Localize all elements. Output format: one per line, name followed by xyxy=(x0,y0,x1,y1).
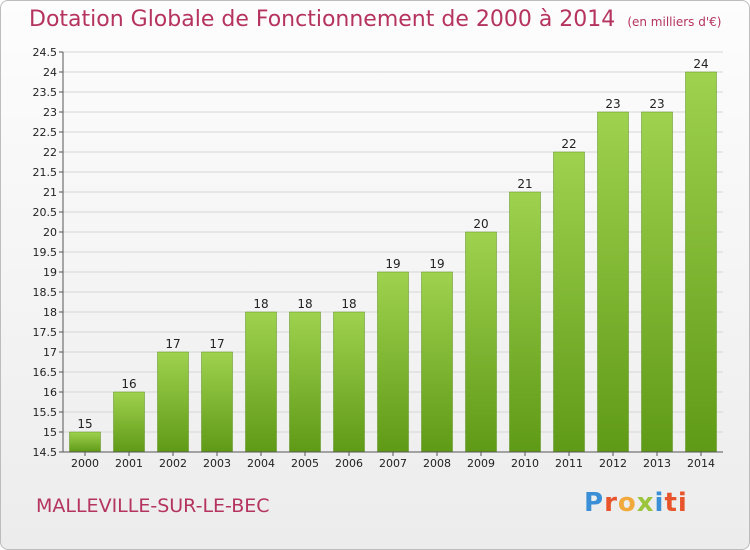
y-tick-label: 18 xyxy=(43,306,57,319)
y-tick-label: 22.5 xyxy=(33,126,58,139)
data-label-2012: 23 xyxy=(605,97,620,111)
x-tick-label-2007: 2007 xyxy=(379,457,407,470)
bar-2011 xyxy=(553,151,585,453)
bar-2007 xyxy=(377,271,409,453)
data-label-2005: 18 xyxy=(297,297,312,311)
y-tick-label: 21.5 xyxy=(33,166,58,179)
data-label-2001: 16 xyxy=(121,377,136,391)
x-tick-label-2002: 2002 xyxy=(159,457,187,470)
data-label-2004: 18 xyxy=(253,297,268,311)
y-tick-label: 22 xyxy=(43,146,57,159)
bar-2000 xyxy=(69,431,101,453)
y-tick-label: 15.5 xyxy=(33,406,58,419)
bar-2004 xyxy=(245,311,277,453)
data-label-2007: 19 xyxy=(385,257,400,271)
x-tick-label-2012: 2012 xyxy=(599,457,627,470)
x-tick-label-2014: 2014 xyxy=(687,457,715,470)
y-tick-label: 24.5 xyxy=(33,46,58,59)
x-tick-label-2010: 2010 xyxy=(511,457,539,470)
chart-unit: (en milliers d'€) xyxy=(627,15,722,29)
data-label-2014: 24 xyxy=(693,57,708,71)
y-tick-label: 17 xyxy=(43,346,57,359)
x-tick-label-2003: 2003 xyxy=(203,457,231,470)
y-tick-label: 16.5 xyxy=(33,366,58,379)
bar-2008 xyxy=(421,271,453,453)
y-tick-label: 20.5 xyxy=(33,206,58,219)
bar-2014 xyxy=(685,71,717,453)
y-tick-label: 18.5 xyxy=(33,286,58,299)
y-tick-label: 17.5 xyxy=(33,326,58,339)
y-tick-label: 23 xyxy=(43,106,57,119)
x-tick-label-2004: 2004 xyxy=(247,457,275,470)
bar-2003 xyxy=(201,351,233,453)
bar-2013 xyxy=(641,111,673,453)
bars: 15 16 17 17 18 18 18 19 19 20 21 22 23 23 24 xyxy=(69,57,717,453)
y-tick-label: 24 xyxy=(43,66,57,79)
x-tick-label-2013: 2013 xyxy=(643,457,671,470)
data-label-2011: 22 xyxy=(561,137,576,151)
chart-title-text: Dotation Globale de Fonctionnement de 20… xyxy=(29,7,616,32)
x-tick-label-2008: 2008 xyxy=(423,457,451,470)
y-tick-label: 23.5 xyxy=(33,86,58,99)
y-tick-label: 21 xyxy=(43,186,57,199)
x-tick-label-2005: 2005 xyxy=(291,457,319,470)
y-tick-label: 14.5 xyxy=(33,446,58,459)
bar-2005 xyxy=(289,311,321,453)
bar-2012 xyxy=(597,111,629,453)
data-label-2000: 15 xyxy=(77,417,92,431)
x-tick-label-2006: 2006 xyxy=(335,457,363,470)
x-tick-label-2009: 2009 xyxy=(467,457,495,470)
bar-2010 xyxy=(509,191,541,453)
y-tick-label: 16 xyxy=(43,386,57,399)
proxiti-logo: Proxiti xyxy=(584,488,688,518)
chart-title: Dotation Globale de Fonctionnement de 20… xyxy=(29,7,721,32)
x-tick-label-2001: 2001 xyxy=(115,457,143,470)
data-label-2008: 19 xyxy=(429,257,444,271)
y-tick-label: 15 xyxy=(43,426,57,439)
data-label-2006: 18 xyxy=(341,297,356,311)
data-label-2002: 17 xyxy=(165,337,180,351)
bar-2009 xyxy=(465,231,497,453)
data-label-2010: 21 xyxy=(517,177,532,191)
data-label-2013: 23 xyxy=(649,97,664,111)
data-label-2003: 17 xyxy=(209,337,224,351)
axes: 14.5 15 15.5 16 16.5 17 17.5 18 18.5 19 19.5 20 20.5… xyxy=(33,46,723,470)
data-label-2009: 20 xyxy=(473,217,488,231)
y-tick-label: 19 xyxy=(43,266,57,279)
bar-2006 xyxy=(333,311,365,453)
bar-2001 xyxy=(113,391,145,453)
x-tick-label-2011: 2011 xyxy=(555,457,583,470)
bar-2002 xyxy=(157,351,189,453)
commune-name: MALLEVILLE-SUR-LE-BEC xyxy=(36,495,270,517)
y-tick-label: 19.5 xyxy=(33,246,58,259)
x-tick-label-2000: 2000 xyxy=(71,457,99,470)
y-tick-label: 20 xyxy=(43,226,57,239)
